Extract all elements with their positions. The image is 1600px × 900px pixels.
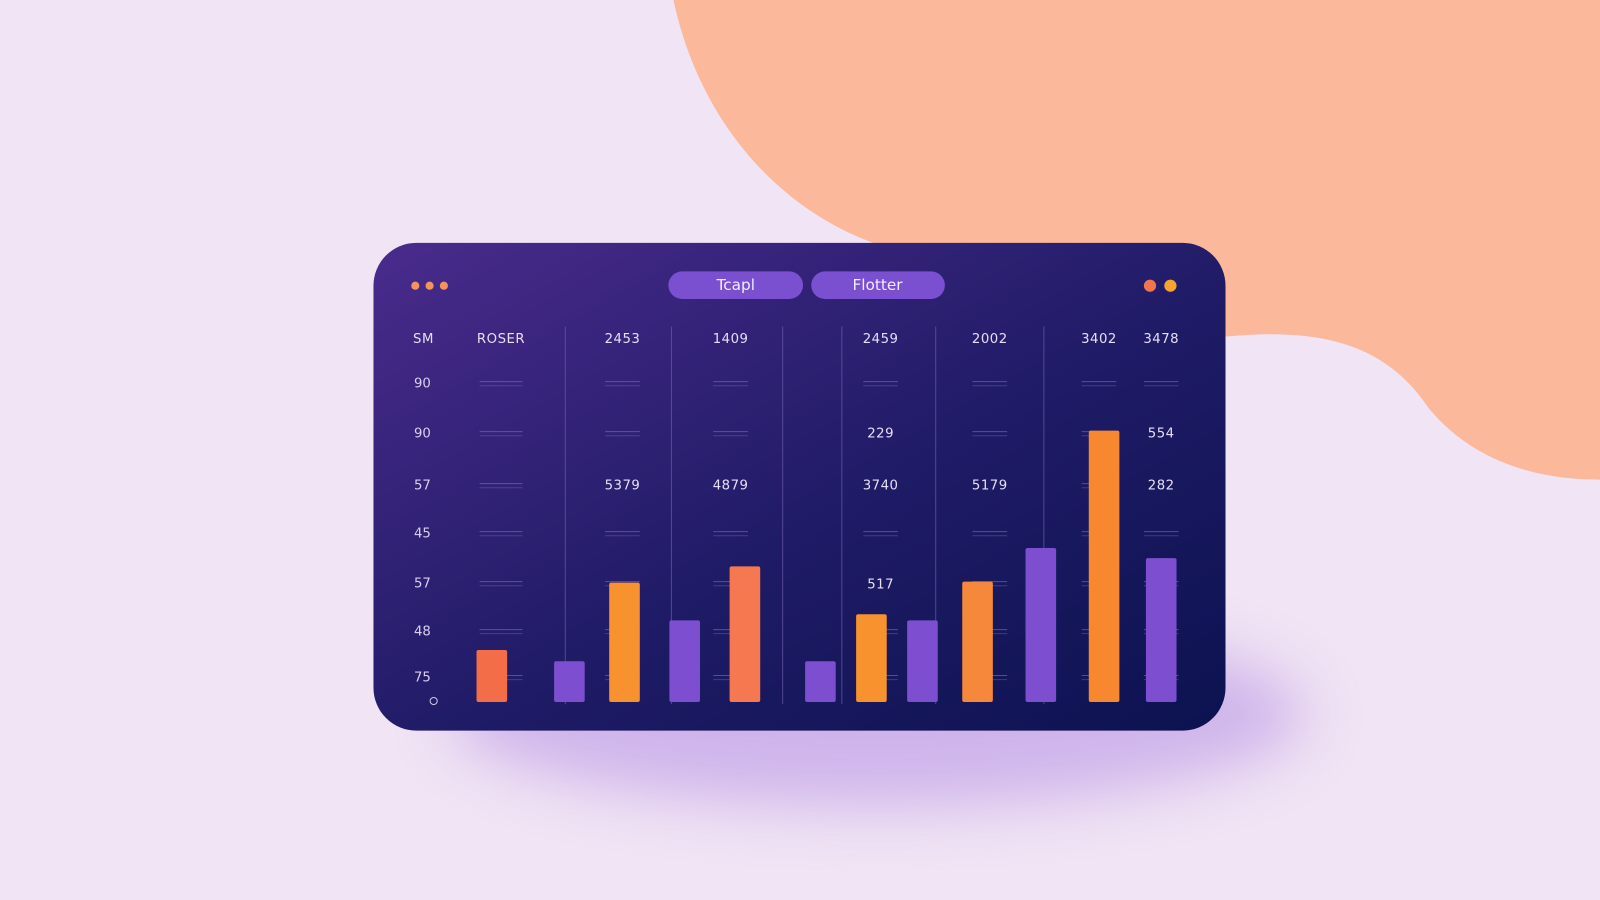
bar [1088, 430, 1120, 703]
tab-button[interactable] [668, 271, 804, 299]
bar [907, 620, 938, 703]
bar [669, 620, 700, 703]
window-dots [411, 279, 1177, 292]
bar [609, 582, 640, 703]
row-label: 90 [414, 377, 431, 392]
column-header: 3402 [1081, 332, 1117, 347]
bar [1025, 547, 1057, 703]
table: SM ROSER 2453 1409 2459 2002 3402 3478 90 90 229 55… [413, 332, 1179, 703]
bar [962, 581, 993, 703]
cell-value: 229 [867, 427, 894, 442]
tab-button[interactable] [811, 271, 945, 299]
bar [729, 566, 761, 703]
column-header: SM [413, 332, 434, 347]
cell-value: 517 [867, 578, 894, 593]
bar [1145, 558, 1177, 703]
row-label: 57 [414, 479, 431, 494]
row-label: 90 [414, 427, 431, 442]
row-label: 45 [414, 527, 431, 542]
bar [554, 661, 585, 703]
bar [476, 650, 508, 703]
column-header: 1409 [713, 332, 749, 347]
cell-value: 5379 [605, 479, 641, 494]
column-header: ROSER [477, 332, 525, 347]
cell-value: 5179 [972, 479, 1008, 494]
row-label: 48 [414, 625, 431, 640]
column-header: 2459 [863, 332, 899, 347]
row-label: 57 [414, 577, 431, 592]
cell-value: 3740 [863, 479, 899, 494]
bar [805, 661, 836, 703]
tab-label: Flotter [852, 276, 903, 294]
bar [856, 614, 887, 703]
cell-value: 282 [1148, 479, 1175, 494]
tab-label: Tcapl [715, 276, 755, 294]
card [373, 242, 1226, 731]
origin-marker [429, 696, 438, 706]
cell-value: 4879 [713, 479, 749, 494]
column-header: 2002 [972, 332, 1008, 347]
column-header: 3478 [1143, 332, 1179, 347]
blob [673, 0, 1600, 480]
column-header: 2453 [605, 332, 641, 347]
cell-value: 554 [1148, 427, 1175, 442]
row-label: 75 [414, 671, 431, 686]
